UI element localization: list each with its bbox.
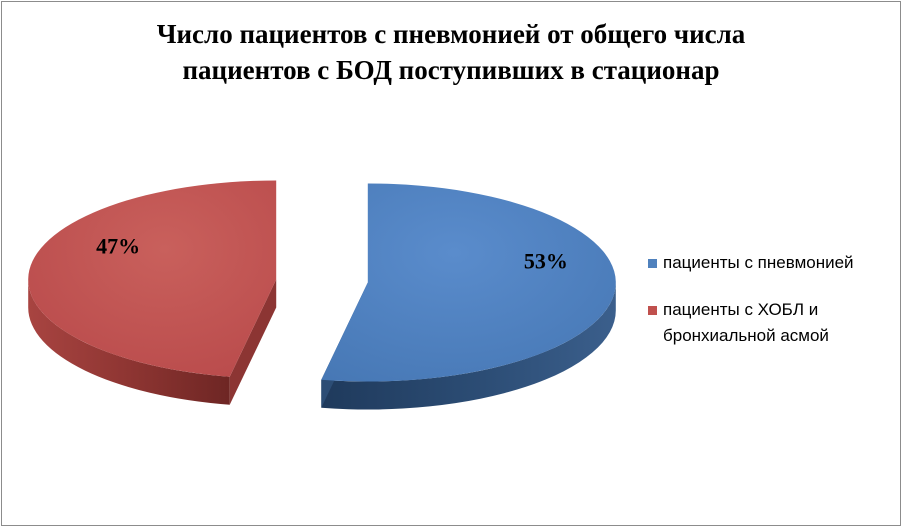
data-label-pneumonia: 53% xyxy=(524,248,568,273)
pie-slice-copd-asthma xyxy=(28,180,277,377)
legend: пациенты с пневмонией пациенты с ХОБЛ и … xyxy=(648,250,893,370)
pie-slices: 53% 47% xyxy=(28,180,616,410)
chart-title: Число пациентов с пневмонией от общего ч… xyxy=(0,16,902,88)
pie-slice-side-pneumonia xyxy=(321,282,616,410)
chart-title-line-1: Число пациентов с пневмонией от общего ч… xyxy=(156,19,746,49)
pie-slice-side-copd-asthma xyxy=(28,279,230,405)
pie-slice-pneumonia xyxy=(321,183,616,382)
legend-label-copd-asthma: пациенты с ХОБЛ и бронхиальной асмой xyxy=(663,300,829,345)
legend-item-copd-asthma: пациенты с ХОБЛ и бронхиальной асмой xyxy=(648,297,893,349)
pie-slice-wall-copd-asthma-0 xyxy=(229,279,277,405)
legend-item-pneumonia: пациенты с пневмонией xyxy=(648,250,893,276)
data-label-copd-asthma: 47% xyxy=(96,234,140,259)
legend-label-pneumonia: пациенты с пневмонией xyxy=(663,253,854,272)
chart-title-line-2: пациентов с БОД поступивших в стационар xyxy=(182,55,720,85)
legend-swatch-pneumonia xyxy=(648,259,657,268)
legend-swatch-copd-asthma xyxy=(648,306,657,315)
